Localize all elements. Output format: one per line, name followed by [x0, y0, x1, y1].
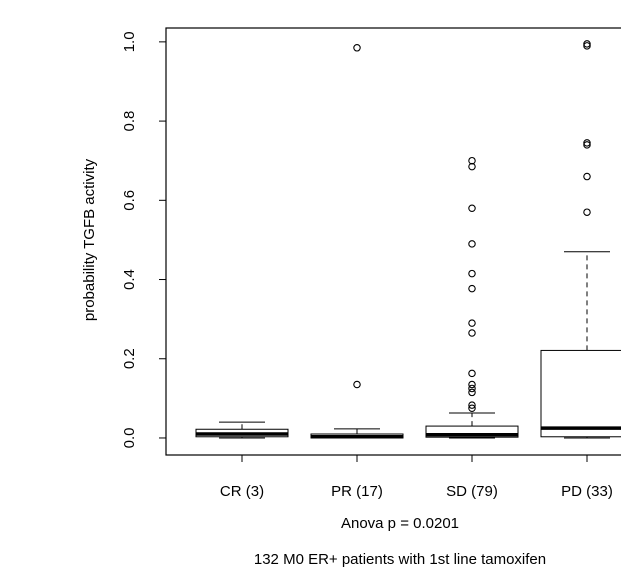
x-tick-label: CR (3) [220, 483, 264, 500]
outlier [583, 139, 591, 147]
outlier [583, 42, 591, 50]
outlier [468, 369, 476, 378]
outlier [468, 162, 476, 171]
outlier [468, 204, 476, 212]
y-tick-label: 0.8 [121, 111, 138, 132]
plot-frame [165, 27, 621, 456]
outlier [468, 269, 476, 278]
box [425, 425, 519, 438]
x-axis-label: Anova p = 0.0201 [341, 515, 459, 532]
outlier [468, 240, 476, 248]
x-tick-label: PR (17) [331, 483, 383, 500]
outlier [468, 329, 476, 337]
outlier [583, 40, 591, 48]
y-tick-label: 0.2 [121, 348, 138, 369]
y-tick-label: 0.6 [121, 190, 138, 211]
outlier [468, 388, 476, 397]
outlier [468, 384, 476, 393]
box [540, 349, 621, 438]
outlier [468, 401, 476, 409]
outlier [353, 380, 361, 389]
outlier [468, 284, 476, 293]
x-tick-label: SD (79) [446, 483, 498, 500]
outlier [583, 141, 591, 149]
outlier [353, 44, 361, 52]
outlier [468, 319, 476, 327]
outlier [468, 404, 476, 413]
outlier [583, 172, 591, 181]
y-tick-label: 0.0 [121, 428, 138, 449]
y-axis-label: probability TGFB activity [81, 158, 98, 321]
y-tick-label: 1.0 [121, 31, 138, 52]
outlier [468, 380, 476, 389]
y-tick-label: 0.4 [121, 269, 138, 290]
subtitle: 132 M0 ER+ patients with 1st line tamoxi… [254, 551, 546, 568]
x-tick-label: PD (33) [561, 483, 613, 500]
outlier [583, 208, 591, 216]
